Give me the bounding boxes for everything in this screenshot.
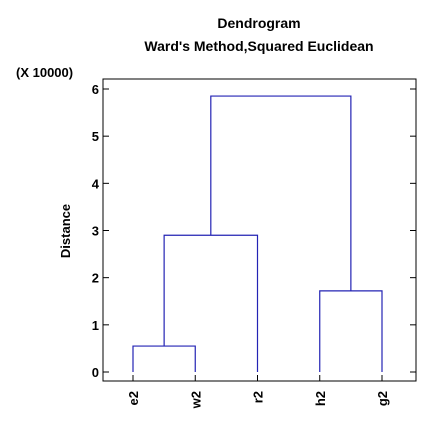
chart-title: Dendrogram	[217, 15, 300, 31]
leaf-label-w2: w2	[188, 391, 203, 409]
leaf-label-e2: e2	[126, 391, 141, 405]
chart-subtitle: Ward's Method,Squared Euclidean	[144, 38, 373, 54]
leaf-label-r2: r2	[251, 391, 266, 403]
y-tick-label-6: 6	[92, 82, 99, 97]
plot-frame	[102, 78, 417, 382]
dendrogram-link-2	[319, 290, 383, 372]
dendrogram-link-4	[210, 95, 352, 291]
y-scale-label: (X 10000)	[16, 65, 73, 80]
leaf-label-h2: h2	[313, 391, 328, 406]
y-axis: 0 1 2 3 4 5 6	[92, 82, 416, 380]
y-tick-label-2: 2	[92, 271, 99, 286]
dendrogram-links	[132, 95, 383, 372]
y-tick-label-3: 3	[92, 224, 99, 239]
dendrogram-link-3	[163, 234, 259, 372]
y-tick-label-5: 5	[92, 129, 99, 144]
y-axis-label: Distance	[58, 204, 73, 258]
x-axis-leaf-labels: e2 w2 r2 h2 g2	[126, 375, 390, 409]
leaf-label-g2: g2	[375, 391, 390, 406]
y-tick-label-0: 0	[92, 365, 99, 380]
y-tick-label-1: 1	[92, 318, 99, 333]
dendrogram-link-1	[132, 345, 196, 372]
y-tick-label-4: 4	[92, 176, 100, 191]
